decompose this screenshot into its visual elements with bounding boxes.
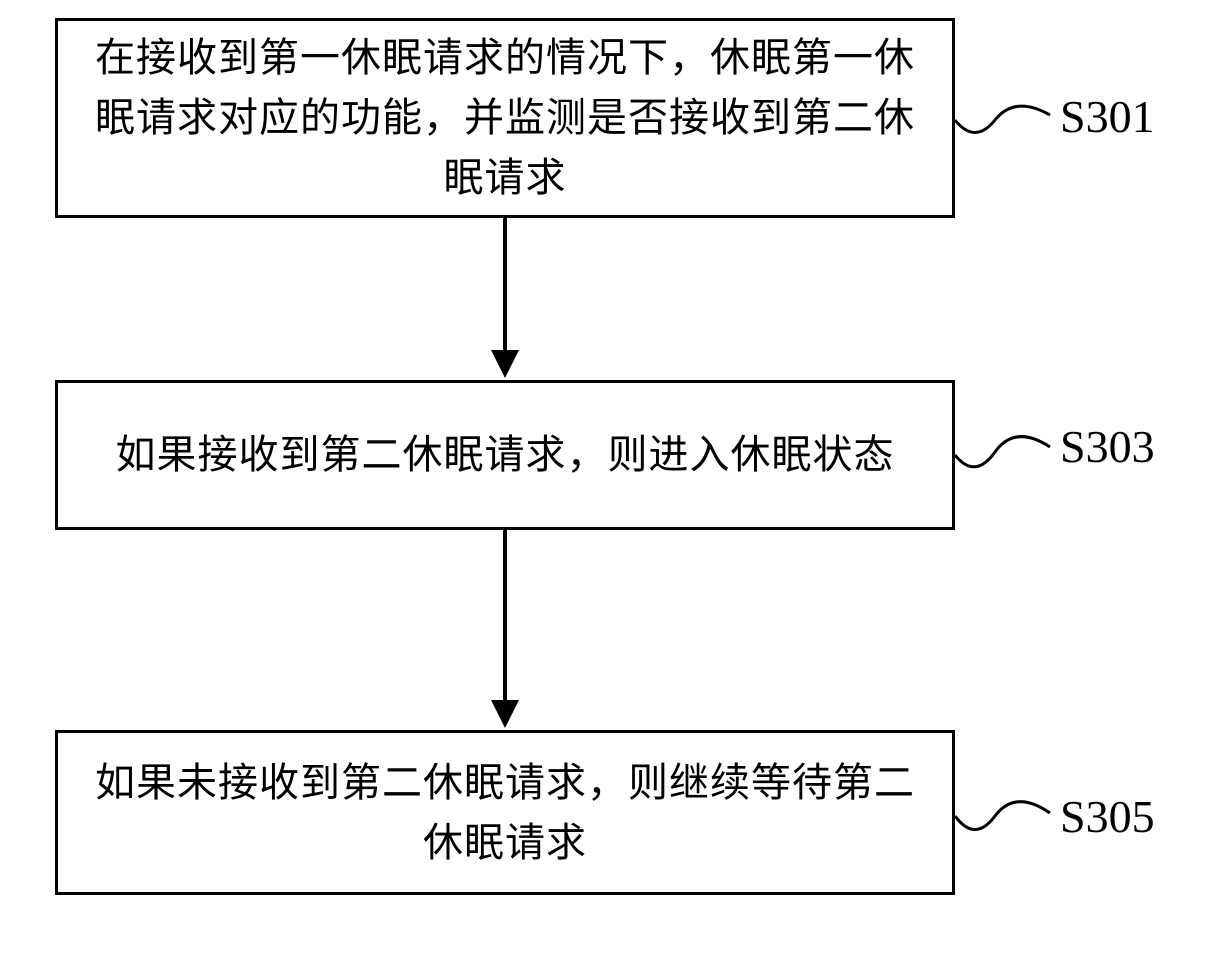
flow-arrow-2-head — [491, 700, 519, 728]
flow-label-s305: S305 — [1060, 790, 1155, 843]
connector-squiggle-s301 — [955, 90, 1060, 150]
flow-step-s301-text: 在接收到第一休眠请求的情况下，休眠第一休眠请求对应的功能，并监测是否接收到第二休… — [78, 28, 932, 208]
flow-arrow-1-head — [491, 350, 519, 378]
flowchart-canvas: 在接收到第一休眠请求的情况下，休眠第一休眠请求对应的功能，并监测是否接收到第二休… — [0, 0, 1230, 960]
flow-label-s301: S301 — [1060, 90, 1155, 143]
flow-step-s303: 如果接收到第二休眠请求，则进入休眠状态 — [55, 380, 955, 530]
flow-arrow-2-line — [503, 530, 507, 700]
flow-step-s301: 在接收到第一休眠请求的情况下，休眠第一休眠请求对应的功能，并监测是否接收到第二休… — [55, 18, 955, 218]
flow-step-s303-text: 如果接收到第二休眠请求，则进入休眠状态 — [116, 425, 895, 485]
flow-arrow-1-line — [503, 218, 507, 353]
flow-step-s305: 如果未接收到第二休眠请求，则继续等待第二休眠请求 — [55, 730, 955, 895]
connector-squiggle-s305 — [955, 788, 1060, 848]
flow-label-s303: S303 — [1060, 420, 1155, 473]
flow-step-s305-text: 如果未接收到第二休眠请求，则继续等待第二休眠请求 — [78, 753, 932, 873]
connector-squiggle-s303 — [955, 422, 1060, 482]
